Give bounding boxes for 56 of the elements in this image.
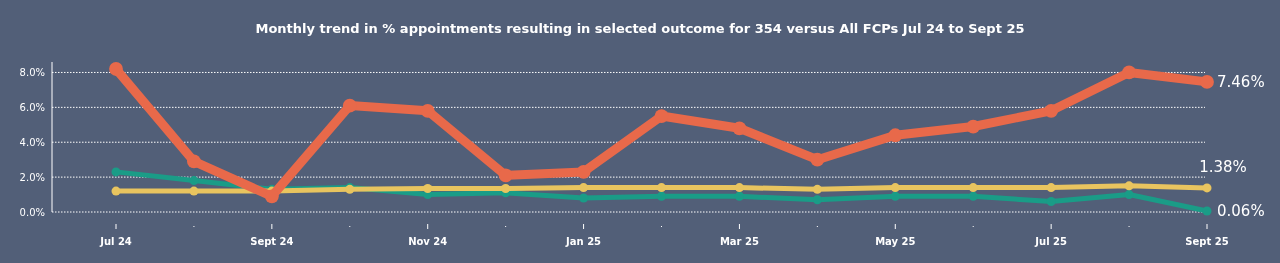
point [657,191,666,201]
point [968,183,978,193]
x-tick-label: Jan 25 [565,236,602,247]
point [1202,206,1212,216]
point [189,186,199,196]
point [734,183,744,193]
x-tick-label: Sept 25 [1185,236,1229,247]
y-tick-label: 2.0% [19,172,45,184]
point [812,195,822,205]
point [1124,181,1134,191]
data-label: 0.06% [1217,201,1265,220]
point [420,103,435,118]
x-tick-label: Jul 25 [1034,236,1068,247]
point [501,183,511,193]
point [342,98,357,113]
y-tick-label: 8.0% [19,67,45,79]
point [654,109,669,123]
point [812,184,822,194]
point [890,191,900,201]
y-tick-label: 0.0% [19,207,45,218]
point [888,128,903,143]
point [732,121,747,136]
point [109,62,123,76]
chart-title: Monthly trend in % appointments resulting in selected outcome for 354 versus All FCPs Jul 24 to Sept 25 [255,21,1025,36]
point [1122,65,1136,80]
point [968,191,978,201]
point [734,191,744,201]
point [1046,197,1056,207]
point [423,183,433,193]
y-tick-label: 6.0% [19,102,45,114]
point [1044,103,1059,118]
point [966,119,981,134]
point [579,183,589,193]
x-tick-label: May 25 [875,236,916,247]
point [579,193,589,203]
point [1046,183,1056,193]
point [810,152,825,167]
point [498,168,513,183]
x-tick-label: Jul 24 [99,236,132,247]
x-tick-label: Mar 25 [719,236,759,247]
point [111,186,121,196]
point [111,167,121,177]
point [264,189,279,204]
y-tick-label: 4.0% [19,137,45,149]
data-label: 1.38% [1199,157,1247,176]
point [187,154,201,169]
point [189,176,199,186]
point [890,183,900,193]
point [1202,183,1212,193]
x-tick-label: Nov 24 [408,236,448,247]
point [1124,190,1134,200]
point [657,183,666,193]
point [576,164,591,179]
point [1200,74,1214,89]
data-label: 7.46% [1217,72,1265,91]
x-tick-label: Sept 24 [250,236,294,247]
